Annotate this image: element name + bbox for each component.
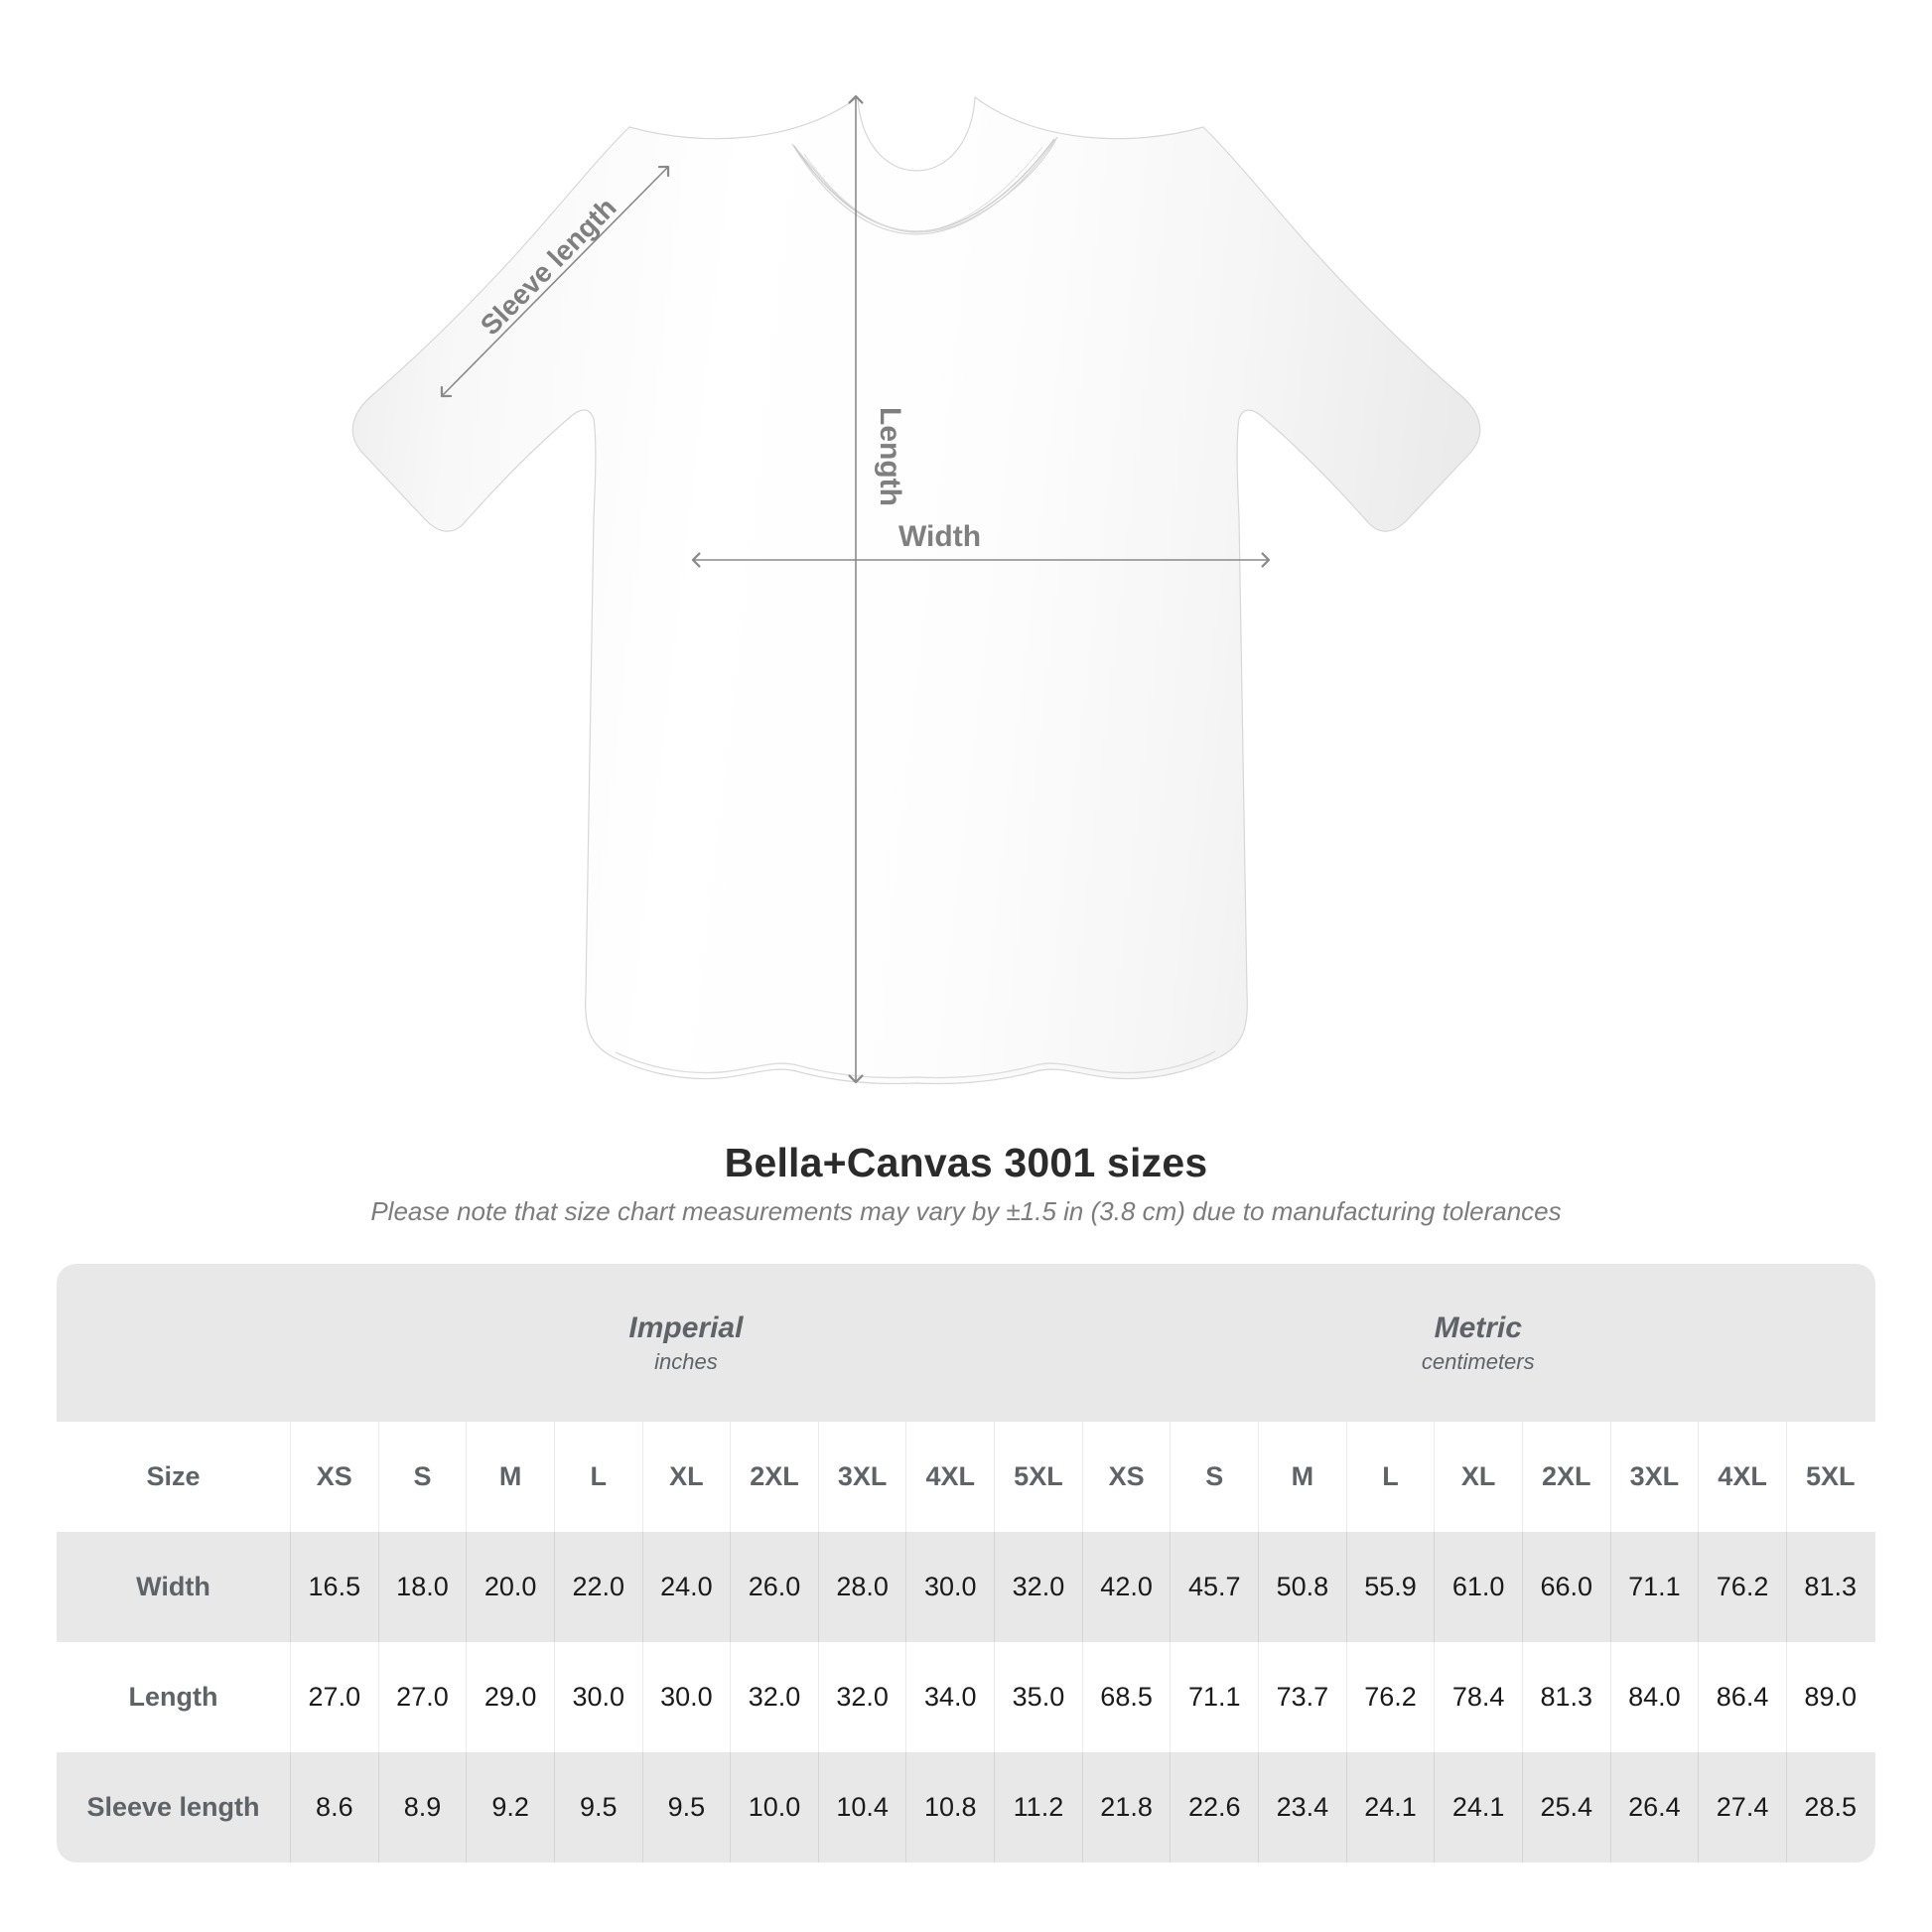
svg-text:Width: Width [898,520,981,553]
svg-text:Length: Length [874,407,906,506]
